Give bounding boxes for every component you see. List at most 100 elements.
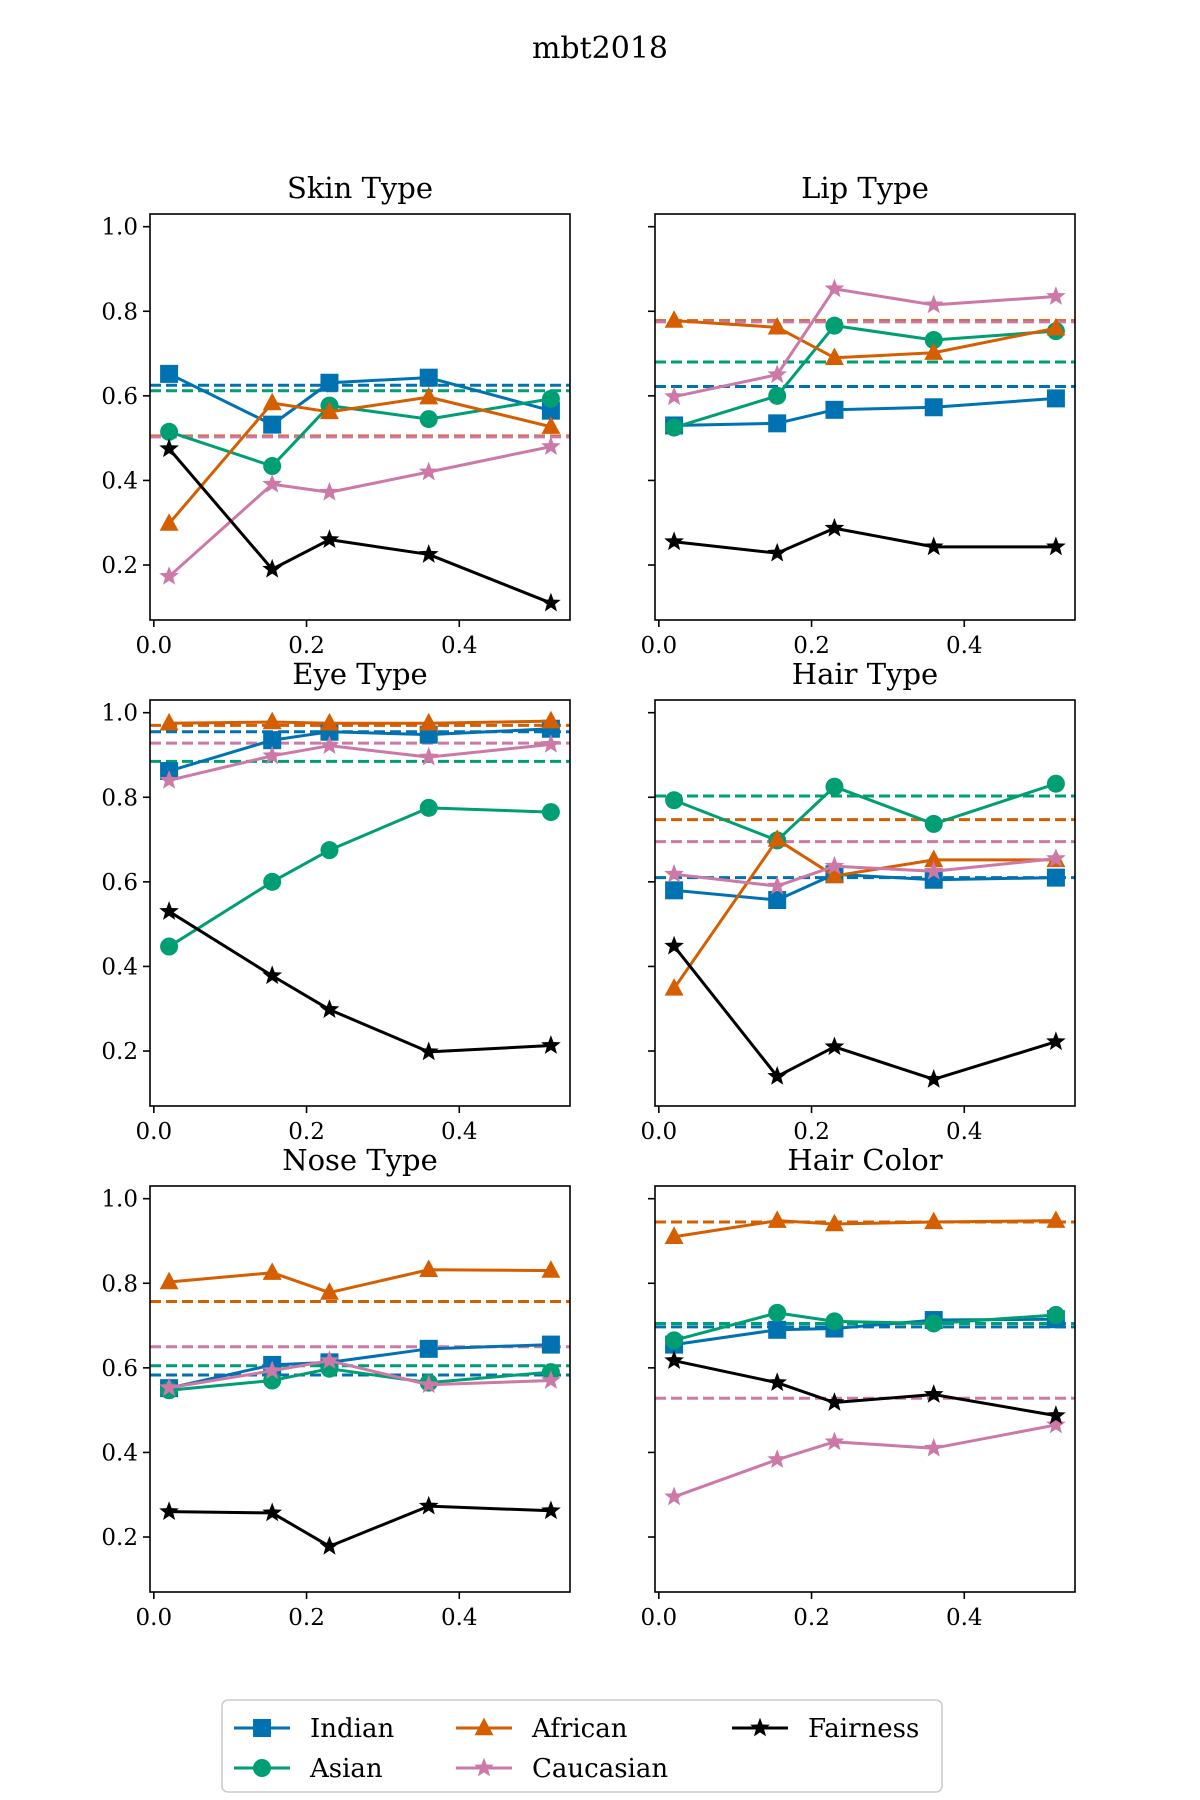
axes-frame: [149, 699, 571, 1107]
legend-label: Caucasian: [532, 1754, 668, 1784]
legend-entry-indian: Indian: [234, 1714, 394, 1744]
data-point-fairness: [824, 1036, 845, 1056]
x-tick-label: 0.4: [946, 633, 983, 659]
series-line-fairness: [168, 910, 551, 1054]
data-point-african: [924, 342, 944, 360]
series-line-african: [673, 319, 1057, 360]
subplot-title: Skin Type: [287, 171, 433, 205]
data-point-indian: [1046, 868, 1065, 887]
subplot-title: Lip Type: [801, 171, 929, 205]
legend-entry-caucasian: Caucasian: [456, 1754, 668, 1784]
y-tick-label: 0.8: [101, 1271, 138, 1297]
data-point-african: [262, 1262, 282, 1280]
data-point-african: [767, 829, 787, 847]
data-point-african: [320, 712, 339, 731]
data-point-caucasian: [1046, 286, 1066, 305]
data-point-african: [924, 1211, 944, 1230]
y-tick-label: 0.6: [101, 1356, 138, 1382]
x-tick-label: 0.0: [641, 633, 678, 659]
axes-frame: [654, 1185, 1076, 1593]
data-point-indian: [768, 414, 787, 433]
data-point-indian: [263, 415, 282, 434]
data-point-fairness: [923, 536, 944, 556]
data-point-caucasian: [824, 855, 845, 875]
data-point-african: [767, 1210, 787, 1228]
data-point-african: [262, 711, 282, 730]
x-tick-label: 0.2: [288, 633, 325, 659]
data-point-african: [825, 347, 844, 365]
legend-marker-fairness: [750, 1717, 770, 1737]
data-point-asian: [768, 1303, 787, 1322]
data-point-african: [159, 513, 179, 531]
y-tick-label: 0.4: [101, 1440, 138, 1466]
data-point-caucasian: [541, 734, 561, 753]
x-tick-label: 0.2: [288, 1119, 325, 1145]
data-point-asian: [160, 422, 179, 441]
axes-frame: [149, 213, 571, 621]
series-line-african: [167, 395, 552, 525]
series-line-fairness: [672, 945, 1057, 1081]
series-line-african: [168, 1268, 551, 1295]
series-line-indian: [674, 396, 1057, 427]
data-point-caucasian: [159, 1377, 179, 1397]
subplot-lip-type: Lip Type 0.0 0.2 0.4: [641, 171, 1076, 659]
data-point-fairness: [923, 1384, 944, 1403]
data-point-fairness: [159, 901, 179, 920]
data-point-caucasian: [923, 860, 944, 880]
data-point-fairness: [767, 1372, 788, 1392]
y-tick-label: 0.2: [101, 553, 138, 579]
y-tick-label: 0.2: [101, 1525, 138, 1551]
data-point-african: [664, 978, 684, 996]
legend: Indian Asian African Caucasian Fairness: [221, 1699, 943, 1793]
data-point-fairness: [418, 544, 439, 563]
data-point-caucasian: [418, 1374, 439, 1394]
data-point-indian: [768, 891, 787, 910]
data-point-asian: [665, 791, 684, 810]
data-point-asian: [825, 1312, 844, 1331]
data-point-fairness: [1046, 536, 1066, 556]
series-line-fairness: [169, 1504, 551, 1548]
data-point-asian: [263, 872, 282, 891]
y-tick-label: 1.0: [101, 1187, 138, 1213]
y-tick-label: 0.2: [101, 1039, 138, 1065]
data-point-fairness: [319, 999, 340, 1018]
subplot-title: Eye Type: [292, 657, 427, 691]
data-point-asian: [263, 457, 282, 476]
data-point-indian: [924, 398, 943, 417]
x-tick-label: 0.2: [793, 1119, 830, 1145]
data-point-african: [419, 386, 439, 405]
data-point-fairness: [767, 1066, 788, 1085]
data-point-caucasian: [824, 278, 845, 298]
x-tick-label: 0.0: [136, 633, 173, 659]
data-point-fairness: [1046, 1405, 1066, 1425]
data-point-caucasian: [541, 436, 561, 455]
data-point-asian: [924, 814, 943, 833]
data-point-caucasian: [159, 566, 179, 585]
data-point-african: [767, 316, 787, 335]
data-point-caucasian: [418, 746, 439, 766]
legend-label: Indian: [310, 1714, 394, 1744]
data-point-caucasian: [1046, 848, 1066, 867]
data-point-caucasian: [262, 745, 283, 765]
data-point-fairness: [159, 1501, 179, 1521]
data-point-fairness: [1046, 1031, 1066, 1051]
series-line-caucasian: [673, 287, 1057, 399]
legend-marker-caucasian: [474, 1757, 494, 1777]
data-point-fairness: [824, 517, 845, 537]
x-tick-label: 0.2: [288, 1605, 325, 1631]
data-point-fairness: [418, 1495, 439, 1515]
series-line-caucasian: [168, 445, 552, 578]
data-point-caucasian: [1046, 1414, 1066, 1434]
data-point-fairness: [262, 558, 283, 578]
data-point-caucasian: [824, 1431, 845, 1451]
legend-marker-asian: [253, 1759, 271, 1777]
data-point-caucasian: [418, 461, 439, 481]
data-point-african: [541, 416, 561, 434]
data-point-asian: [665, 1331, 684, 1350]
series-line-caucasian: [673, 1423, 1057, 1499]
series-line-fairness: [673, 1359, 1057, 1418]
data-point-caucasian: [159, 770, 179, 789]
data-point-asian: [924, 331, 943, 350]
legend-label: Asian: [309, 1754, 383, 1784]
data-point-indian: [419, 1339, 438, 1358]
